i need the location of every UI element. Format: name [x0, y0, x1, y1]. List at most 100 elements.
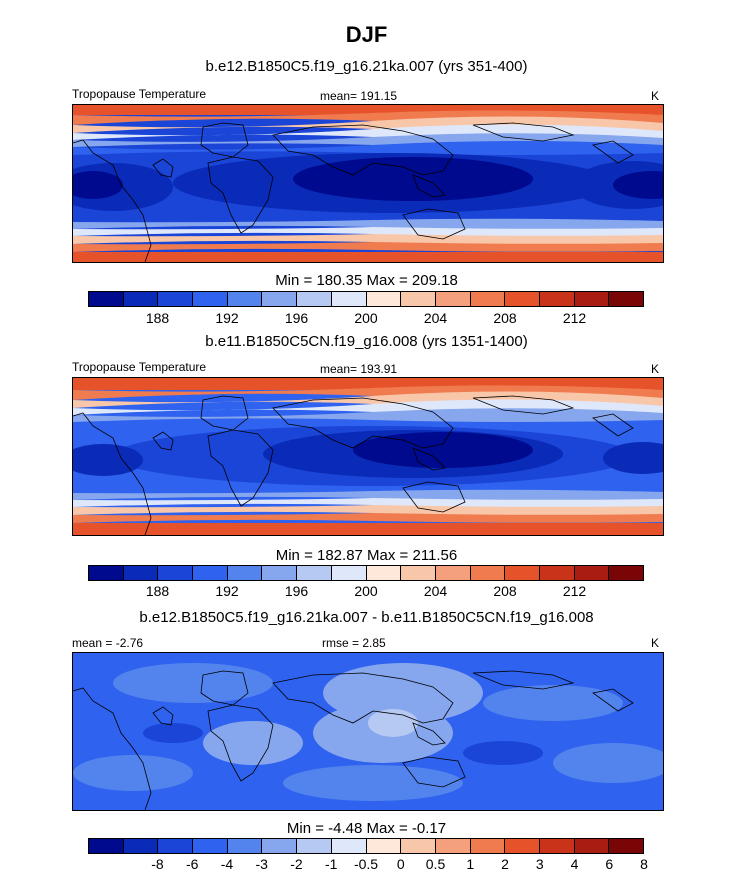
season-title: DJF — [345, 22, 388, 47]
colorbar-swatch — [401, 292, 436, 306]
colorbar-swatch — [297, 839, 332, 853]
colorbar-swatch — [331, 566, 367, 580]
panel-1-colorbar — [88, 291, 644, 307]
colorbar-tick-label: 208 — [493, 310, 517, 326]
colorbar-swatch — [505, 839, 540, 853]
colorbar-swatch — [505, 566, 540, 580]
colorbar-swatch — [297, 566, 332, 580]
colorbar-swatch — [262, 566, 298, 580]
panel-2-variable-label: Tropopause Temperature — [72, 360, 207, 374]
colorbar-tick-label: 8 — [640, 856, 648, 872]
colorbar-swatch — [89, 292, 124, 306]
colorbar-tick-label: 0.5 — [425, 856, 446, 872]
colorbar-tick-label: -0.5 — [353, 856, 379, 872]
colorbar-swatch — [574, 839, 610, 853]
panel-1-variable-label: Tropopause Temperature — [72, 87, 207, 101]
colorbar-swatch — [227, 566, 263, 580]
colorbar-swatch — [539, 839, 575, 853]
colorbar-swatch — [366, 566, 402, 580]
colorbar-swatch — [262, 292, 298, 306]
panel-1-min-max: Min = 180.35 Max = 209.18 — [275, 272, 458, 289]
panel-1-mean-label: mean= 191.15 — [320, 89, 398, 103]
colorbar-swatch — [123, 839, 159, 853]
panel-2-colorbar — [88, 565, 644, 581]
colorbar-swatch — [470, 839, 506, 853]
colorbar-tick-label: -8 — [151, 856, 164, 872]
colorbar-swatch — [470, 566, 506, 580]
colorbar-tick-label: 192 — [215, 583, 239, 599]
panel-3-rmse-label: rmse = 2.85 — [322, 636, 386, 650]
colorbar-swatch — [609, 839, 643, 853]
colorbar-tick-label: -2 — [290, 856, 303, 872]
colorbar-tick-label: 188 — [145, 583, 170, 599]
colorbar-swatch — [297, 292, 332, 306]
panel-2-case-title: b.e11.B1850C5CN.f19_g16.008 (yrs 1351-14… — [205, 333, 528, 350]
colorbar-swatch — [123, 292, 159, 306]
colorbar-swatch — [158, 566, 194, 580]
colorbar-swatch — [89, 839, 124, 853]
colorbar-tick-label: 212 — [562, 583, 587, 599]
colorbar-tick-label: 3 — [535, 856, 544, 872]
colorbar-swatch — [331, 839, 367, 853]
colorbar-swatch — [158, 292, 194, 306]
panel-2-units-label: K — [651, 362, 660, 376]
colorbar-tick-label: 204 — [423, 583, 448, 599]
colorbar-swatch — [401, 839, 436, 853]
colorbar-swatch — [539, 566, 575, 580]
panel-3-map — [72, 652, 664, 811]
colorbar-swatch — [227, 292, 263, 306]
colorbar-tick-label: 208 — [493, 583, 517, 599]
colorbar-swatch — [227, 839, 263, 853]
colorbar-swatch — [331, 292, 367, 306]
colorbar-swatch — [505, 292, 540, 306]
panel-3-units-label: K — [651, 636, 660, 650]
colorbar-swatch — [366, 839, 402, 853]
colorbar-swatch — [435, 839, 471, 853]
colorbar-swatch — [193, 292, 228, 306]
colorbar-tick-label: 212 — [562, 310, 587, 326]
colorbar-tick-label: 0 — [396, 856, 405, 872]
panel-2-colorbar-ticks: 188 192 196 200 204 208 212 — [88, 583, 644, 599]
panel-3-mean-label: mean = -2.76 — [72, 636, 144, 650]
colorbar-tick-label: 204 — [423, 310, 448, 326]
colorbar-tick-label: -1 — [325, 856, 338, 872]
colorbar-swatch — [366, 292, 402, 306]
panel-1-case-title: b.e12.B1850C5.f19_g16.21ka.007 (yrs 351-… — [205, 58, 528, 75]
panel-1-map — [72, 104, 664, 263]
panel-3-colorbar-ticks: -8 -6 -4 -3 -2 -1 -0.5 0 0.5 1 2 3 4 6 8 — [88, 856, 648, 872]
colorbar-tick-label: 4 — [570, 856, 579, 872]
colorbar-swatch — [401, 566, 436, 580]
colorbar-swatch — [574, 566, 610, 580]
colorbar-swatch — [435, 292, 471, 306]
colorbar-tick-label: 2 — [501, 856, 509, 872]
colorbar-swatch — [89, 566, 124, 580]
colorbar-swatch — [539, 292, 575, 306]
colorbar-tick-label: -4 — [220, 856, 234, 872]
panel-3-min-max: Min = -4.48 Max = -0.17 — [286, 820, 447, 837]
colorbar-tick-label: 188 — [145, 310, 170, 326]
panel-2-map — [72, 377, 664, 536]
panel-1-units-label: K — [651, 89, 660, 103]
colorbar-tick-label: 196 — [284, 583, 309, 599]
colorbar-swatch — [158, 839, 194, 853]
colorbar-swatch — [435, 566, 471, 580]
panel-3-colorbar — [88, 838, 644, 854]
colorbar-swatch — [262, 839, 298, 853]
colorbar-tick-label: 1 — [466, 856, 475, 872]
colorbar-tick-label: 200 — [354, 583, 378, 599]
colorbar-tick-label: 200 — [354, 310, 378, 326]
panel-2-mean-label: mean= 193.91 — [320, 362, 398, 376]
colorbar-tick-label: 196 — [284, 310, 309, 326]
panel-3-case-title: b.e12.B1850C5.f19_g16.21ka.007 - b.e11.B… — [139, 609, 594, 626]
colorbar-swatch — [193, 566, 228, 580]
colorbar-swatch — [470, 292, 506, 306]
colorbar-tick-label: -6 — [186, 856, 199, 872]
panel-2-min-max: Min = 182.87 Max = 211.56 — [275, 547, 458, 564]
panel-1-colorbar-ticks: 188 192 196 200 204 208 212 — [88, 310, 644, 326]
colorbar-swatch — [123, 566, 159, 580]
colorbar-swatch — [609, 292, 643, 306]
colorbar-tick-label: -3 — [255, 856, 268, 872]
colorbar-tick-label: 192 — [215, 310, 239, 326]
colorbar-swatch — [609, 566, 643, 580]
colorbar-swatch — [193, 839, 228, 853]
